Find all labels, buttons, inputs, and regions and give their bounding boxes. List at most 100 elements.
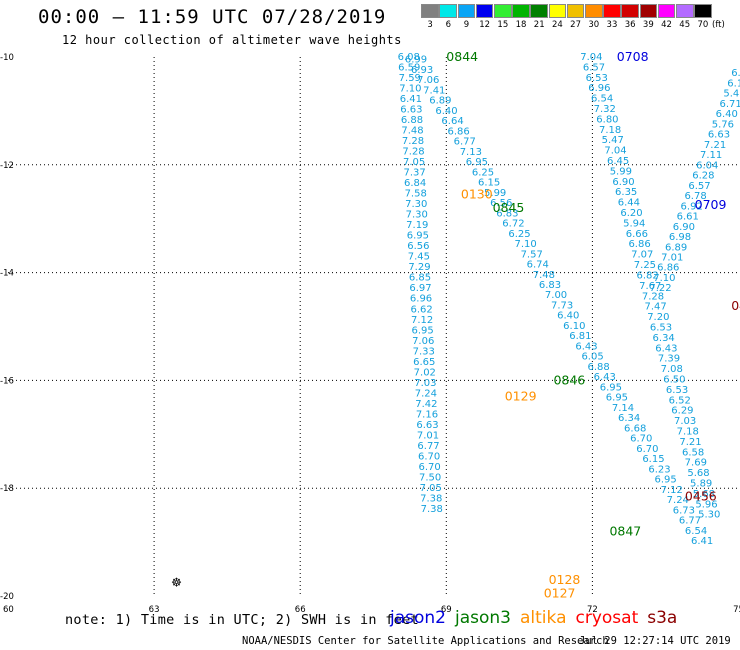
- lon-tick-label: 60: [3, 605, 14, 615]
- legend-label: 36: [624, 20, 636, 30]
- swh-value: 6.89: [429, 96, 451, 107]
- swh-value: 6.34: [618, 413, 640, 424]
- satellite-legend-jason3: jason3: [455, 608, 511, 628]
- swh-value: 6.95: [407, 231, 429, 242]
- legend-swatch: [603, 4, 621, 18]
- swh-value: 7.18: [599, 125, 621, 136]
- swh-value: 6.28: [692, 171, 714, 182]
- swh-value: 6.72: [502, 219, 524, 230]
- swh-value: 7.25: [634, 260, 656, 271]
- legend-item: 42: [657, 4, 676, 30]
- swh-value: 7.21: [679, 437, 701, 448]
- swh-value: 7.03: [674, 416, 696, 427]
- swh-value: 7.10: [399, 84, 421, 95]
- swh-value: 6.70: [418, 451, 440, 462]
- legend-swatch: [621, 4, 639, 18]
- swh-value: 7.03: [414, 378, 436, 389]
- swh-value: 6.86: [657, 263, 679, 274]
- legend-item: 36: [621, 4, 639, 30]
- swh-value: 5.76: [712, 119, 734, 130]
- swh-value: 6.95: [466, 157, 488, 168]
- lat-tick-label: -14: [0, 269, 14, 279]
- swh-value: 5.45: [723, 89, 740, 100]
- legend-swatch: [584, 4, 603, 18]
- swh-value: 6.13: [727, 78, 740, 89]
- legend-item: 39: [639, 4, 658, 30]
- pass-time-label: 0846: [553, 372, 585, 387]
- satellite-legend-cryosat: cryosat: [575, 608, 639, 628]
- legend-item: 3: [421, 4, 439, 30]
- swh-value: 7.47: [645, 302, 667, 313]
- legend-label: 9: [463, 20, 470, 30]
- swh-value: 6.15: [642, 454, 664, 465]
- swh-value: 6.63: [708, 130, 730, 141]
- swh-value: 6.98: [669, 232, 691, 243]
- legend-swatch: [457, 4, 476, 18]
- swh-value: 6.43: [575, 341, 597, 352]
- legend-swatch: [694, 4, 712, 18]
- swh-value: 6.88: [401, 115, 423, 126]
- swh-value: 6.68: [624, 423, 646, 434]
- swh-value: 7.37: [403, 168, 425, 179]
- swh-value: 6.44: [618, 198, 640, 209]
- legend-label: 3: [427, 20, 433, 30]
- legend-swatch: [566, 4, 585, 18]
- swh-value: 6.65: [413, 357, 435, 368]
- swh-value: 6.73: [673, 505, 695, 516]
- swh-value: 7.12: [411, 315, 433, 326]
- swh-value: 7.05: [420, 483, 442, 494]
- credit-line: NOAA/NESDIS Center for Satellite Applica…: [242, 635, 609, 647]
- lon-tick-label: 66: [295, 605, 306, 615]
- swh-value: 6.53: [666, 385, 688, 396]
- swh-value: 6.41: [691, 536, 713, 547]
- swh-value: 6.04: [696, 160, 718, 171]
- swh-value: 6.89: [665, 242, 687, 253]
- legend-item: 15: [494, 4, 512, 30]
- swh-value: 6.81: [569, 331, 591, 342]
- swh-value: 7.06: [417, 75, 439, 86]
- swh-value: 6.53: [650, 322, 672, 333]
- swh-value: 6.40: [716, 109, 738, 120]
- legend-label: 70: [697, 20, 709, 30]
- swh-value: 7.06: [412, 336, 434, 347]
- swh-value: 7.14: [612, 403, 634, 414]
- satellite-legend-s3a: s3a: [647, 608, 678, 628]
- swh-value: 7.45: [408, 252, 430, 263]
- swh-value: 6.99: [405, 55, 427, 66]
- pass-time-label: 0130: [461, 186, 493, 201]
- swh-value: 6.93: [411, 65, 433, 76]
- legend-item: 45: [675, 4, 694, 30]
- swh-value: 6.10: [563, 321, 585, 332]
- swh-value: 7.73: [551, 300, 573, 311]
- pass-time-label: 0456: [685, 488, 717, 503]
- legend-item: 6: [439, 4, 458, 30]
- swh-value: 6.54: [591, 94, 613, 105]
- swh-value: 6.83: [539, 280, 561, 291]
- legend-label: 15: [497, 20, 509, 30]
- legend-label: 30: [588, 20, 600, 30]
- swh-value: 6.52: [669, 395, 691, 406]
- swh-value: 6.78: [684, 191, 706, 202]
- swh-value: 6.54: [685, 526, 707, 537]
- swh-value: 6.62: [410, 304, 432, 315]
- swh-value: 6.85: [409, 273, 431, 284]
- swh-value: 7.29: [408, 262, 430, 273]
- lon-tick-label: 72: [587, 605, 598, 615]
- legend-item: 70: [694, 4, 712, 30]
- swh-value: 7.04: [580, 52, 602, 63]
- swh-value: 6.05: [581, 352, 603, 363]
- swh-value: 7.38: [421, 504, 443, 515]
- swh-value: 6.35: [615, 187, 637, 198]
- swh-value: 7.11: [700, 150, 722, 161]
- swh-value: 6.90: [612, 177, 634, 188]
- swh-value: 6.97: [409, 283, 431, 294]
- swh-value: 6.83: [496, 208, 518, 219]
- swh-value: 7.28: [642, 291, 664, 302]
- swh-value: 6.66: [626, 229, 648, 240]
- satellite-legend: jason2 jason3 altika cryosat s3a: [390, 608, 686, 628]
- swh-value: 6.50: [663, 374, 685, 385]
- swh-value: 6.41: [400, 94, 422, 105]
- generated-timestamp: Jul 29 12:27:14 UTC 2019: [579, 635, 731, 647]
- swh-value: 6.15: [478, 178, 500, 189]
